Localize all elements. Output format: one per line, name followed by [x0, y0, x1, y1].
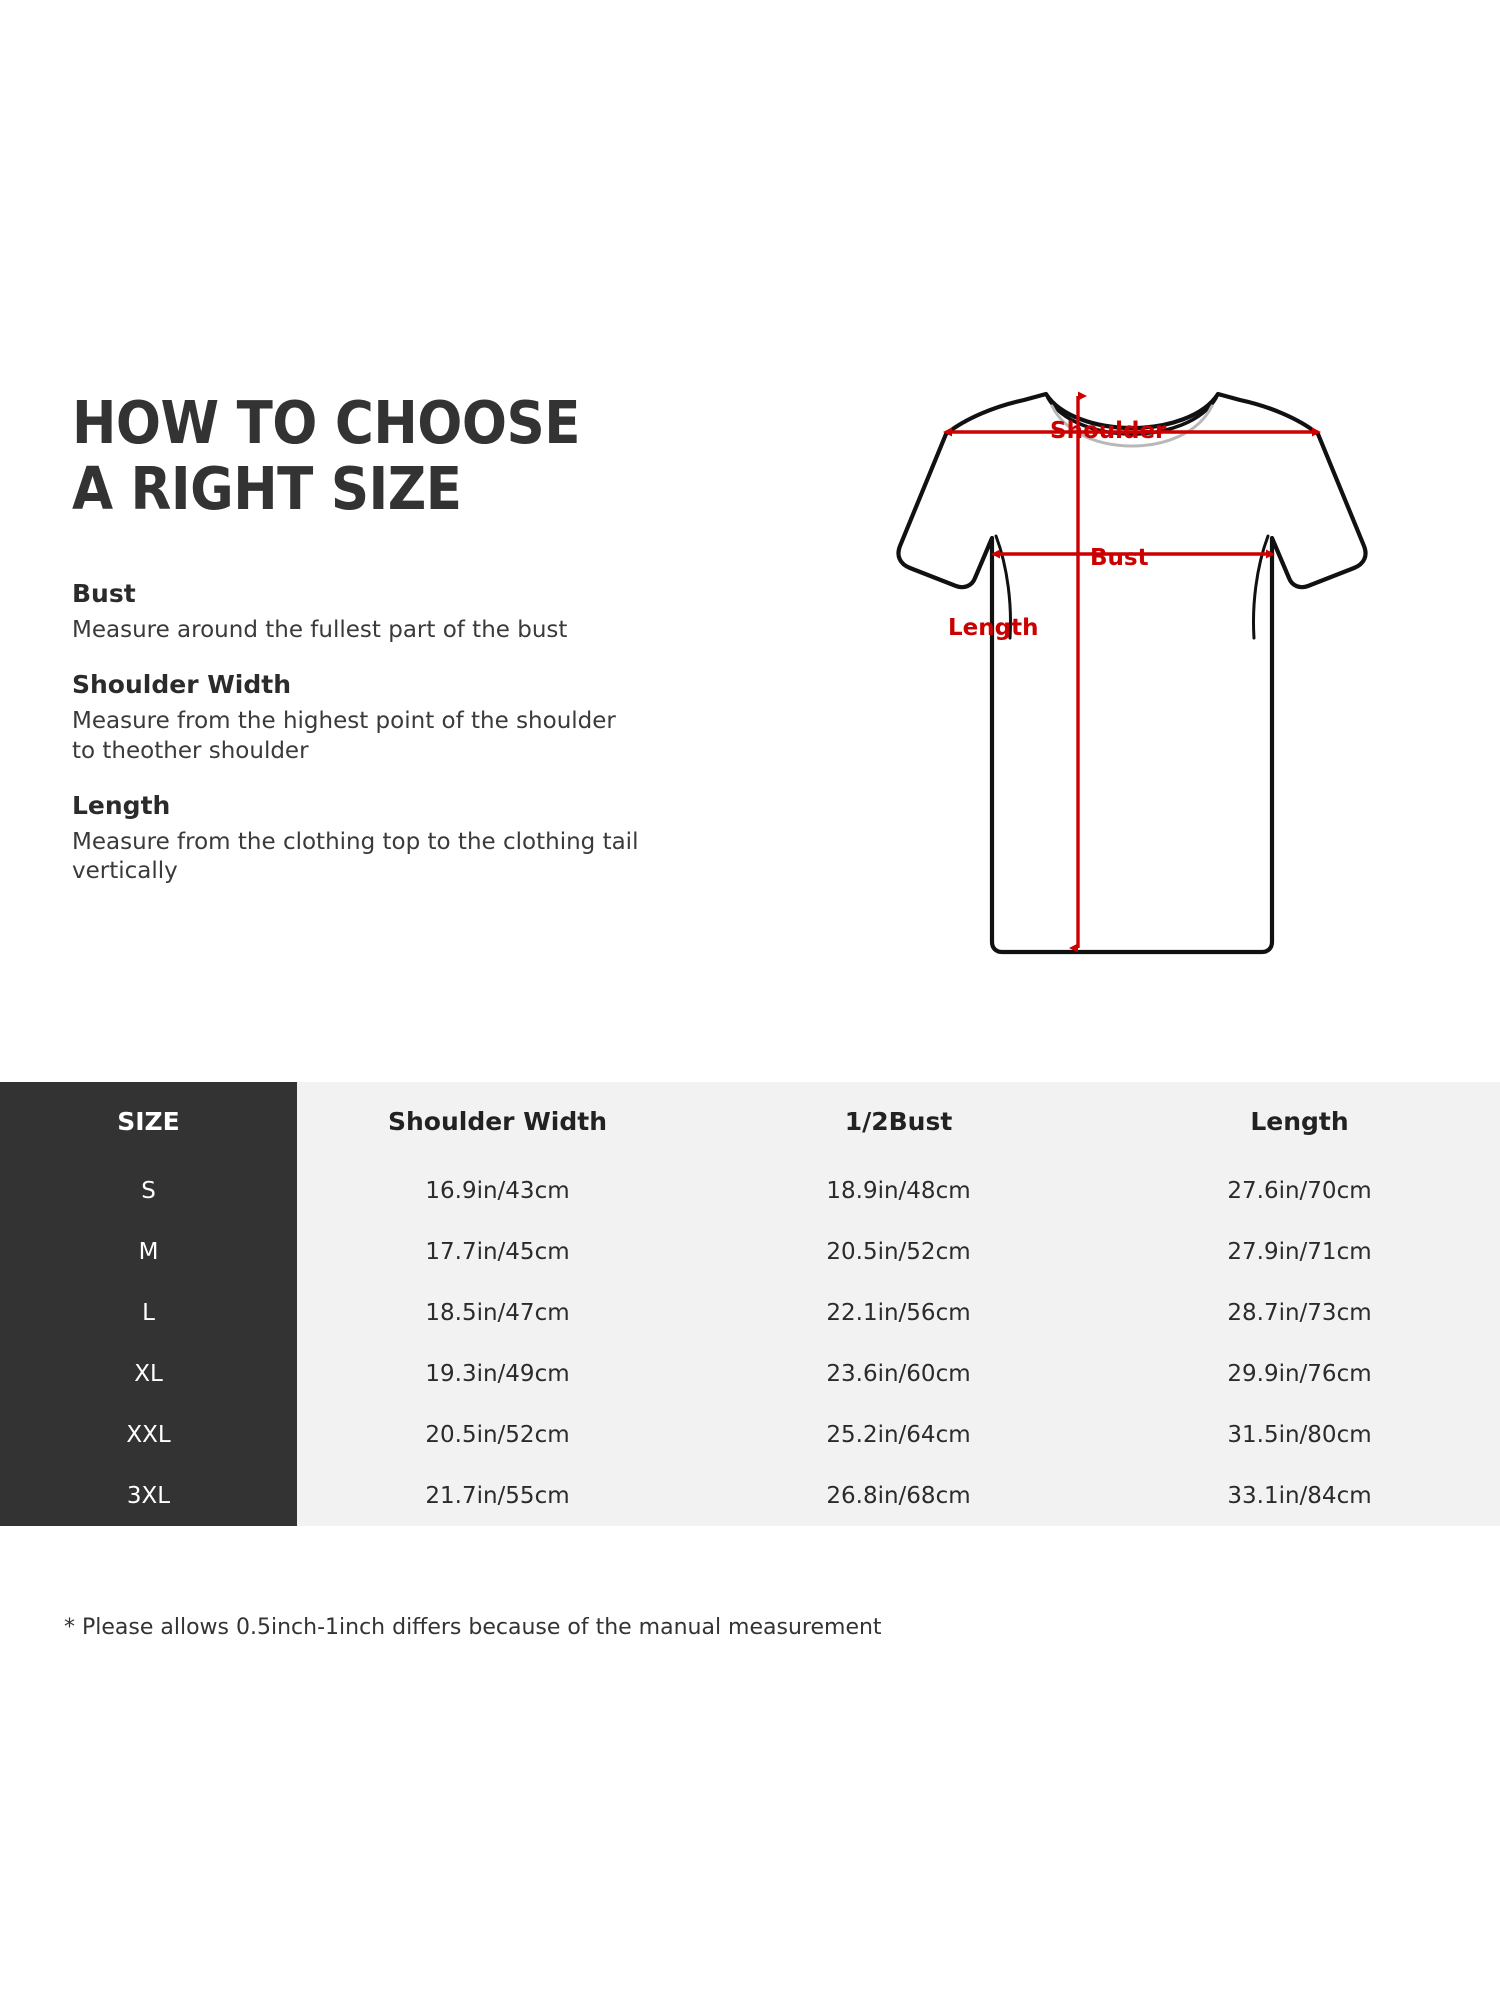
definition-bust: Bust Measure around the fullest part of …	[72, 579, 682, 645]
size-table-container: SIZE Shoulder Width 1/2Bust Length S 16.…	[0, 1082, 1500, 1526]
definition-length: Length Measure from the clothing top to …	[72, 790, 682, 887]
table-row: L 18.5in/47cm 22.1in/56cm 28.7in/73cm	[0, 1282, 1500, 1343]
cell-length: 29.9in/76cm	[1099, 1343, 1500, 1404]
cell-shoulder-width: 20.5in/52cm	[297, 1404, 698, 1465]
cell-length: 27.9in/71cm	[1099, 1221, 1500, 1282]
tshirt-diagram: Shoulder Bust Length	[760, 370, 1400, 1010]
cell-size: 3XL	[0, 1465, 297, 1526]
cell-shoulder-width: 16.9in/43cm	[297, 1160, 698, 1221]
tshirt-outline	[896, 391, 1368, 955]
length-annotation-label: Length	[948, 615, 1039, 641]
cell-length: 33.1in/84cm	[1099, 1465, 1500, 1526]
cell-shoulder-width: 21.7in/55cm	[297, 1465, 698, 1526]
size-table-body: S 16.9in/43cm 18.9in/48cm 27.6in/70cm M …	[0, 1160, 1500, 1526]
definition-desc-bust: Measure around the fullest part of the b…	[72, 616, 568, 643]
cell-length: 27.6in/70cm	[1099, 1160, 1500, 1221]
header-shoulder-width: Shoulder Width	[297, 1082, 698, 1160]
cell-half-bust: 23.6in/60cm	[698, 1343, 1099, 1404]
table-row: M 17.7in/45cm 20.5in/52cm 27.9in/71cm	[0, 1221, 1500, 1282]
size-table-head: SIZE Shoulder Width 1/2Bust Length	[0, 1082, 1500, 1160]
cell-shoulder-width: 19.3in/49cm	[297, 1343, 698, 1404]
definition-desc-shoulder-width: Measure from the highest point of the sh…	[72, 708, 616, 764]
definition-term-bust: Bust	[72, 579, 136, 609]
definition-shoulder-width: Shoulder Width Measure from the highest …	[72, 671, 682, 766]
cell-size: XL	[0, 1343, 297, 1404]
cell-length: 28.7in/73cm	[1099, 1282, 1500, 1343]
cell-size: L	[0, 1282, 297, 1343]
table-row: 3XL 21.7in/55cm 26.8in/68cm 33.1in/84cm	[0, 1465, 1500, 1526]
definition-term-length: Length	[72, 790, 171, 820]
shoulder-annotation-label: Shoulder	[1050, 418, 1167, 444]
definition-term-shoulder-width: Shoulder Width	[72, 670, 292, 700]
table-row: XL 19.3in/49cm 23.6in/60cm 29.9in/76cm	[0, 1343, 1500, 1404]
size-table: SIZE Shoulder Width 1/2Bust Length S 16.…	[0, 1082, 1500, 1526]
cell-length: 31.5in/80cm	[1099, 1404, 1500, 1465]
header-size: SIZE	[0, 1082, 297, 1160]
cell-half-bust: 18.9in/48cm	[698, 1160, 1099, 1221]
cell-half-bust: 25.2in/64cm	[698, 1404, 1099, 1465]
bust-annotation-label: Bust	[1090, 545, 1149, 571]
cell-size: M	[0, 1221, 297, 1282]
measurement-disclaimer: * Please allows 0.5inch-1inch differs be…	[64, 1615, 882, 1640]
page-title: HOW TO CHOOSE A RIGHT SIZE	[72, 388, 580, 524]
table-header-row: SIZE Shoulder Width 1/2Bust Length	[0, 1082, 1500, 1160]
header-half-bust: 1/2Bust	[698, 1082, 1099, 1160]
info-column: HOW TO CHOOSE A RIGHT SIZE Bust Measure …	[72, 388, 682, 913]
cell-shoulder-width: 17.7in/45cm	[297, 1221, 698, 1282]
table-row: S 16.9in/43cm 18.9in/48cm 27.6in/70cm	[0, 1160, 1500, 1221]
top-section: HOW TO CHOOSE A RIGHT SIZE Bust Measure …	[72, 370, 1400, 1010]
table-row: XXL 20.5in/52cm 25.2in/64cm 31.5in/80cm	[0, 1404, 1500, 1465]
definition-desc-length: Measure from the clothing top to the clo…	[72, 828, 639, 885]
cell-size: XXL	[0, 1404, 297, 1465]
cell-size: S	[0, 1160, 297, 1221]
header-length: Length	[1099, 1082, 1500, 1160]
cell-half-bust: 26.8in/68cm	[698, 1465, 1099, 1526]
tshirt-seams	[994, 534, 1270, 640]
cell-half-bust: 20.5in/52cm	[698, 1221, 1099, 1282]
cell-shoulder-width: 18.5in/47cm	[297, 1282, 698, 1343]
cell-half-bust: 22.1in/56cm	[698, 1282, 1099, 1343]
